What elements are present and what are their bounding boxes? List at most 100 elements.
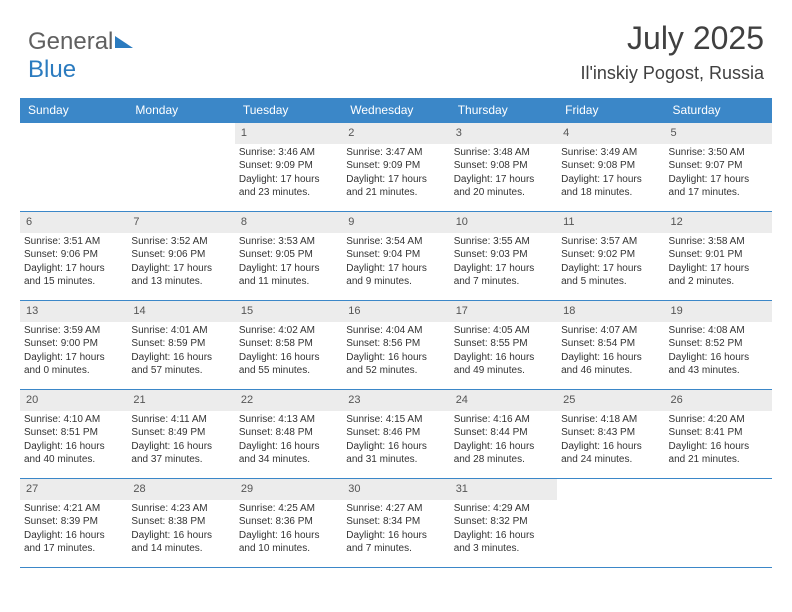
sunset-text: Sunset: 8:39 PM [24, 515, 123, 529]
day-body [127, 146, 234, 150]
day-number: 15 [235, 301, 342, 322]
day-cell: 31Sunrise: 4:29 AMSunset: 8:32 PMDayligh… [450, 479, 557, 567]
sunset-text: Sunset: 8:51 PM [24, 426, 123, 440]
brand-triangle-icon [115, 36, 133, 48]
sunset-text: Sunset: 8:44 PM [454, 426, 553, 440]
week-row: 27Sunrise: 4:21 AMSunset: 8:39 PMDayligh… [20, 478, 772, 568]
daylight-text: and 3 minutes. [454, 542, 553, 556]
day-cell: 25Sunrise: 4:18 AMSunset: 8:43 PMDayligh… [557, 390, 664, 478]
day-cell [557, 479, 664, 567]
daylight-text: Daylight: 17 hours [24, 262, 123, 276]
sunset-text: Sunset: 8:58 PM [239, 337, 338, 351]
daylight-text: and 20 minutes. [454, 186, 553, 200]
day-body: Sunrise: 3:50 AMSunset: 9:07 PMDaylight:… [665, 146, 772, 204]
daylight-text: and 13 minutes. [131, 275, 230, 289]
day-cell: 11Sunrise: 3:57 AMSunset: 9:02 PMDayligh… [557, 212, 664, 300]
daylight-text: Daylight: 16 hours [239, 529, 338, 543]
daylight-text: and 46 minutes. [561, 364, 660, 378]
day-body: Sunrise: 3:55 AMSunset: 9:03 PMDaylight:… [450, 235, 557, 293]
day-body: Sunrise: 4:10 AMSunset: 8:51 PMDaylight:… [20, 413, 127, 471]
sunrise-text: Sunrise: 3:58 AM [669, 235, 768, 249]
day-number: 16 [342, 301, 449, 322]
daylight-text: Daylight: 17 hours [346, 173, 445, 187]
day-number: 2 [342, 123, 449, 144]
sunrise-text: Sunrise: 4:07 AM [561, 324, 660, 338]
day-body: Sunrise: 4:15 AMSunset: 8:46 PMDaylight:… [342, 413, 449, 471]
day-number: 20 [20, 390, 127, 411]
page-header: July 2025 Il'inskiy Pogost, Russia [580, 20, 764, 84]
day-body: Sunrise: 3:47 AMSunset: 9:09 PMDaylight:… [342, 146, 449, 204]
daylight-text: Daylight: 16 hours [239, 351, 338, 365]
sunrise-text: Sunrise: 4:21 AM [24, 502, 123, 516]
day-number: 25 [557, 390, 664, 411]
daylight-text: and 14 minutes. [131, 542, 230, 556]
sunrise-text: Sunrise: 3:46 AM [239, 146, 338, 160]
brand-logo: General Blue [28, 28, 133, 84]
page-title: July 2025 [580, 20, 764, 57]
daylight-text: Daylight: 17 hours [239, 173, 338, 187]
location-subtitle: Il'inskiy Pogost, Russia [580, 63, 764, 84]
daylight-text: and 23 minutes. [239, 186, 338, 200]
daylight-text: Daylight: 17 hours [669, 262, 768, 276]
day-cell [20, 123, 127, 211]
day-body: Sunrise: 4:21 AMSunset: 8:39 PMDaylight:… [20, 502, 127, 560]
sunrise-text: Sunrise: 3:48 AM [454, 146, 553, 160]
sunrise-text: Sunrise: 4:20 AM [669, 413, 768, 427]
sunrise-text: Sunrise: 4:10 AM [24, 413, 123, 427]
sunset-text: Sunset: 8:56 PM [346, 337, 445, 351]
day-body: Sunrise: 3:49 AMSunset: 9:08 PMDaylight:… [557, 146, 664, 204]
day-cell: 27Sunrise: 4:21 AMSunset: 8:39 PMDayligh… [20, 479, 127, 567]
sunrise-text: Sunrise: 3:54 AM [346, 235, 445, 249]
daylight-text: Daylight: 16 hours [131, 440, 230, 454]
day-body: Sunrise: 4:20 AMSunset: 8:41 PMDaylight:… [665, 413, 772, 471]
week-row: 1Sunrise: 3:46 AMSunset: 9:09 PMDaylight… [20, 122, 772, 211]
weekday-header: Thursday [450, 98, 557, 122]
day-cell: 28Sunrise: 4:23 AMSunset: 8:38 PMDayligh… [127, 479, 234, 567]
day-body: Sunrise: 4:01 AMSunset: 8:59 PMDaylight:… [127, 324, 234, 382]
daylight-text: Daylight: 17 hours [131, 262, 230, 276]
day-number: 31 [450, 479, 557, 500]
sunset-text: Sunset: 8:34 PM [346, 515, 445, 529]
sunset-text: Sunset: 8:41 PM [669, 426, 768, 440]
sunrise-text: Sunrise: 4:01 AM [131, 324, 230, 338]
day-number: 26 [665, 390, 772, 411]
sunset-text: Sunset: 9:06 PM [24, 248, 123, 262]
daylight-text: and 21 minutes. [346, 186, 445, 200]
daylight-text: and 5 minutes. [561, 275, 660, 289]
day-body: Sunrise: 4:13 AMSunset: 8:48 PMDaylight:… [235, 413, 342, 471]
day-body: Sunrise: 4:04 AMSunset: 8:56 PMDaylight:… [342, 324, 449, 382]
day-number: 1 [235, 123, 342, 144]
sunrise-text: Sunrise: 4:15 AM [346, 413, 445, 427]
sunset-text: Sunset: 8:49 PM [131, 426, 230, 440]
daylight-text: and 37 minutes. [131, 453, 230, 467]
weekday-header: Saturday [665, 98, 772, 122]
week-row: 6Sunrise: 3:51 AMSunset: 9:06 PMDaylight… [20, 211, 772, 300]
sunrise-text: Sunrise: 3:51 AM [24, 235, 123, 249]
sunset-text: Sunset: 9:05 PM [239, 248, 338, 262]
day-cell: 12Sunrise: 3:58 AMSunset: 9:01 PMDayligh… [665, 212, 772, 300]
daylight-text: Daylight: 16 hours [346, 440, 445, 454]
daylight-text: and 18 minutes. [561, 186, 660, 200]
day-cell: 20Sunrise: 4:10 AMSunset: 8:51 PMDayligh… [20, 390, 127, 478]
day-body: Sunrise: 4:18 AMSunset: 8:43 PMDaylight:… [557, 413, 664, 471]
day-cell: 29Sunrise: 4:25 AMSunset: 8:36 PMDayligh… [235, 479, 342, 567]
daylight-text: Daylight: 16 hours [131, 529, 230, 543]
day-body: Sunrise: 4:23 AMSunset: 8:38 PMDaylight:… [127, 502, 234, 560]
sunrise-text: Sunrise: 4:27 AM [346, 502, 445, 516]
day-body: Sunrise: 4:02 AMSunset: 8:58 PMDaylight:… [235, 324, 342, 382]
sunrise-text: Sunrise: 3:52 AM [131, 235, 230, 249]
day-body [665, 502, 772, 506]
daylight-text: and 40 minutes. [24, 453, 123, 467]
sunset-text: Sunset: 8:38 PM [131, 515, 230, 529]
day-number: 30 [342, 479, 449, 500]
day-body: Sunrise: 3:58 AMSunset: 9:01 PMDaylight:… [665, 235, 772, 293]
weekday-header: Wednesday [342, 98, 449, 122]
daylight-text: Daylight: 17 hours [239, 262, 338, 276]
day-number: 12 [665, 212, 772, 233]
sunrise-text: Sunrise: 3:55 AM [454, 235, 553, 249]
day-cell: 10Sunrise: 3:55 AMSunset: 9:03 PMDayligh… [450, 212, 557, 300]
sunrise-text: Sunrise: 3:57 AM [561, 235, 660, 249]
sunset-text: Sunset: 8:32 PM [454, 515, 553, 529]
sunrise-text: Sunrise: 4:13 AM [239, 413, 338, 427]
daylight-text: Daylight: 17 hours [24, 351, 123, 365]
